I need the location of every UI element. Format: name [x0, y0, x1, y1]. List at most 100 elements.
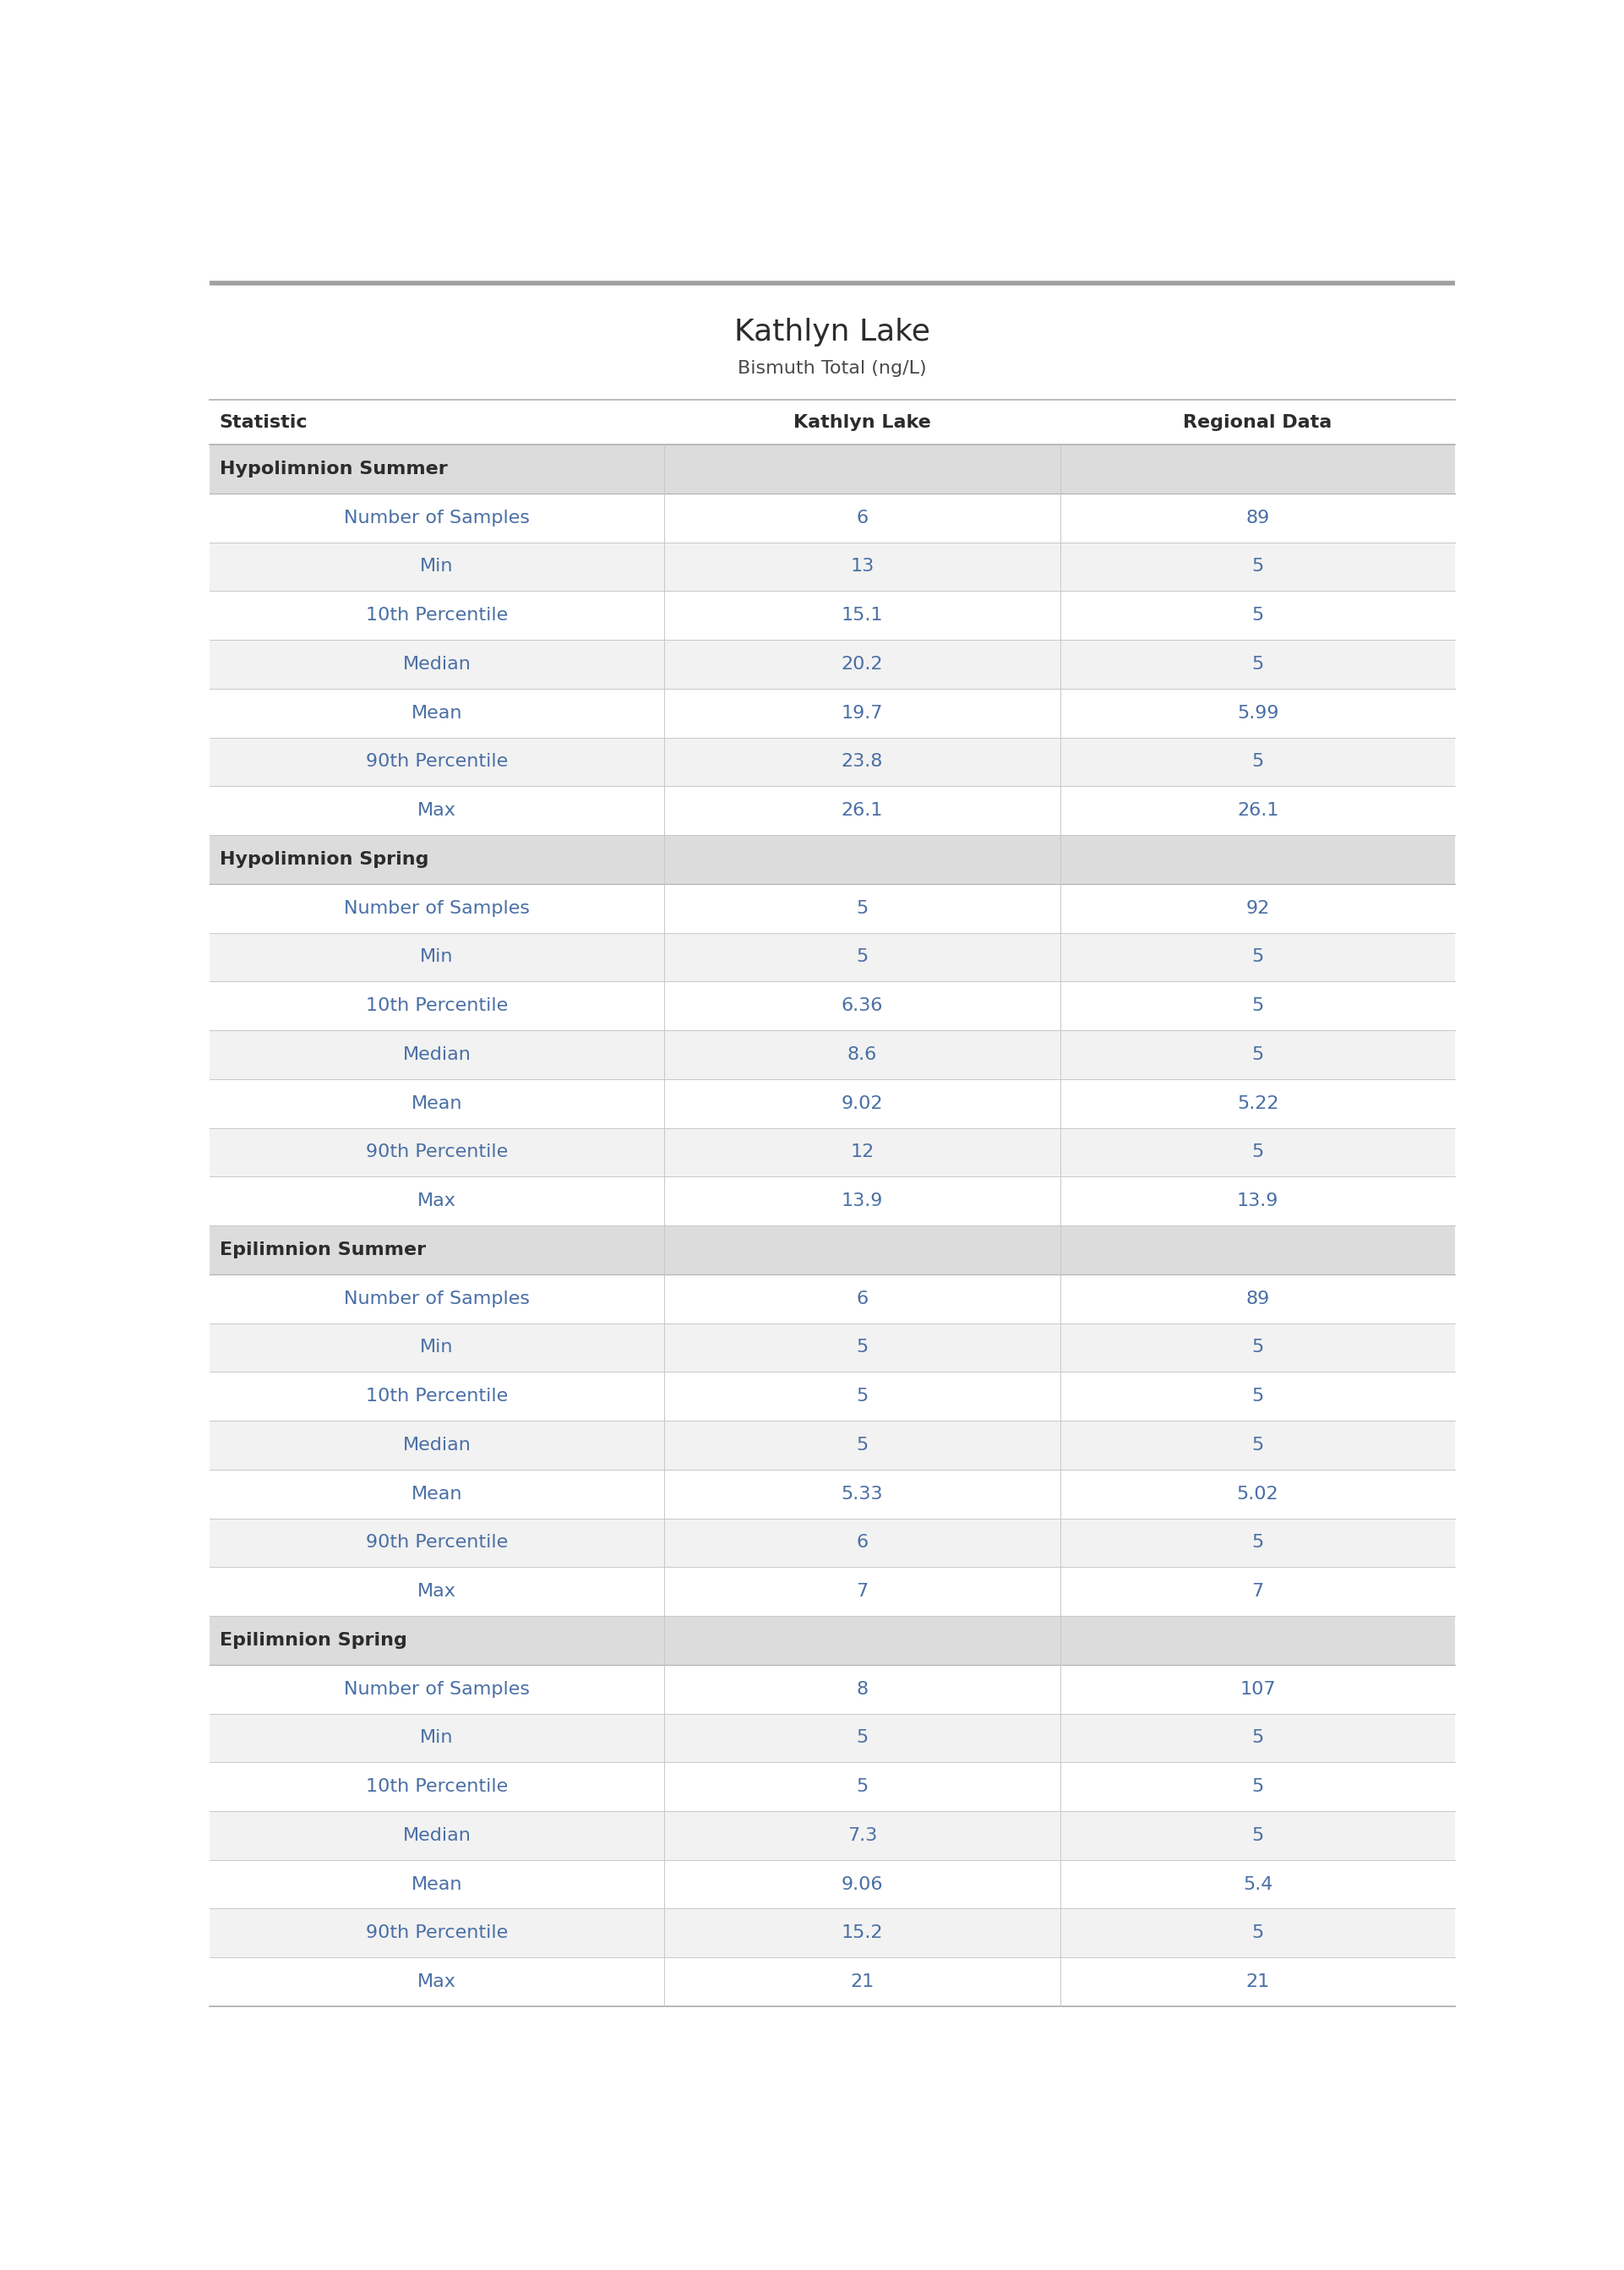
Text: 5: 5 — [856, 1339, 869, 1355]
Bar — [209, 1469, 1455, 1519]
Bar — [209, 543, 1455, 590]
Text: Min: Min — [421, 558, 453, 574]
Text: 5: 5 — [1252, 1144, 1263, 1160]
Text: 5: 5 — [1252, 1437, 1263, 1453]
Text: 7.3: 7.3 — [848, 1827, 877, 1843]
Text: 5.99: 5.99 — [1237, 704, 1278, 722]
Text: Min: Min — [421, 1339, 453, 1355]
Text: 5: 5 — [1252, 1535, 1263, 1550]
Text: Mean: Mean — [411, 1875, 463, 1893]
Text: 19.7: 19.7 — [841, 704, 883, 722]
Text: 5: 5 — [856, 1387, 869, 1405]
Text: Number of Samples: Number of Samples — [344, 1289, 529, 1308]
Text: 10th Percentile: 10th Percentile — [365, 606, 508, 624]
Text: Min: Min — [421, 949, 453, 965]
Text: Number of Samples: Number of Samples — [344, 899, 529, 917]
Text: 89: 89 — [1246, 1289, 1270, 1308]
Bar — [209, 1421, 1455, 1469]
Text: Mean: Mean — [411, 704, 463, 722]
Text: 90th Percentile: 90th Percentile — [365, 754, 508, 770]
Text: 8.6: 8.6 — [848, 1046, 877, 1062]
Text: 5.22: 5.22 — [1237, 1094, 1278, 1112]
Text: 12: 12 — [851, 1144, 874, 1160]
Text: 5: 5 — [856, 899, 869, 917]
Text: 10th Percentile: 10th Percentile — [365, 1777, 508, 1796]
Text: 5: 5 — [1252, 1730, 1263, 1746]
Text: 7: 7 — [1252, 1582, 1263, 1600]
Text: 13.9: 13.9 — [1237, 1192, 1278, 1210]
Text: Median: Median — [403, 656, 471, 672]
Bar — [209, 1909, 1455, 1957]
Text: 5: 5 — [1252, 1387, 1263, 1405]
Text: 23.8: 23.8 — [841, 754, 883, 770]
Text: 8: 8 — [856, 1680, 869, 1698]
Text: Kathlyn Lake: Kathlyn Lake — [794, 413, 931, 431]
Bar — [209, 1714, 1455, 1762]
Text: Max: Max — [417, 1973, 456, 1991]
Bar — [209, 1031, 1455, 1078]
Bar — [209, 493, 1455, 543]
Text: 9.02: 9.02 — [841, 1094, 883, 1112]
Text: 5.02: 5.02 — [1237, 1485, 1278, 1503]
Text: 5: 5 — [1252, 997, 1263, 1015]
Bar — [209, 835, 1455, 883]
Text: Median: Median — [403, 1046, 471, 1062]
Text: 90th Percentile: 90th Percentile — [365, 1925, 508, 1941]
Bar — [209, 1176, 1455, 1226]
Bar — [209, 1323, 1455, 1371]
Text: 5: 5 — [1252, 606, 1263, 624]
Bar — [209, 590, 1455, 640]
Text: Median: Median — [403, 1827, 471, 1843]
Text: 5: 5 — [1252, 1046, 1263, 1062]
Text: 5.4: 5.4 — [1242, 1875, 1273, 1893]
Text: 89: 89 — [1246, 508, 1270, 527]
Text: 7: 7 — [856, 1582, 869, 1600]
Bar — [209, 883, 1455, 933]
Bar — [209, 1078, 1455, 1128]
Bar — [209, 981, 1455, 1031]
Text: 21: 21 — [851, 1973, 874, 1991]
Text: 26.1: 26.1 — [1237, 801, 1278, 819]
Bar — [209, 400, 1455, 445]
Text: Epilimnion Spring: Epilimnion Spring — [219, 1632, 408, 1648]
Text: 5: 5 — [1252, 1925, 1263, 1941]
Bar — [209, 1128, 1455, 1176]
Text: 6: 6 — [856, 1535, 869, 1550]
Text: Max: Max — [417, 1192, 456, 1210]
Text: 5: 5 — [1252, 949, 1263, 965]
Text: 5: 5 — [1252, 754, 1263, 770]
Text: Number of Samples: Number of Samples — [344, 1680, 529, 1698]
Bar — [209, 933, 1455, 981]
Bar — [209, 785, 1455, 835]
Text: Mean: Mean — [411, 1485, 463, 1503]
Bar — [209, 738, 1455, 785]
Text: 20.2: 20.2 — [841, 656, 883, 672]
Text: 5: 5 — [1252, 656, 1263, 672]
Text: Mean: Mean — [411, 1094, 463, 1112]
Text: Min: Min — [421, 1730, 453, 1746]
Text: Hypolimnion Summer: Hypolimnion Summer — [219, 461, 447, 477]
Text: 10th Percentile: 10th Percentile — [365, 1387, 508, 1405]
Text: Regional Data: Regional Data — [1184, 413, 1332, 431]
Text: 5: 5 — [856, 1437, 869, 1453]
Bar — [209, 1957, 1455, 2007]
Text: Number of Samples: Number of Samples — [344, 508, 529, 527]
Text: Hypolimnion Spring: Hypolimnion Spring — [219, 851, 429, 867]
Text: 13.9: 13.9 — [841, 1192, 883, 1210]
Text: Kathlyn Lake: Kathlyn Lake — [734, 318, 931, 347]
Text: Statistic: Statistic — [219, 413, 309, 431]
Bar — [209, 1811, 1455, 1859]
Bar — [209, 1371, 1455, 1421]
Text: 15.2: 15.2 — [841, 1925, 883, 1941]
Text: Epilimnion Summer: Epilimnion Summer — [219, 1242, 425, 1258]
Bar — [209, 1616, 1455, 1664]
Bar — [209, 445, 1455, 493]
Bar — [209, 1664, 1455, 1714]
Text: 5: 5 — [856, 1730, 869, 1746]
Text: 6: 6 — [856, 508, 869, 527]
Text: 107: 107 — [1239, 1680, 1276, 1698]
Text: 92: 92 — [1246, 899, 1270, 917]
Bar — [209, 1226, 1455, 1273]
Bar — [209, 688, 1455, 738]
Bar — [209, 640, 1455, 688]
